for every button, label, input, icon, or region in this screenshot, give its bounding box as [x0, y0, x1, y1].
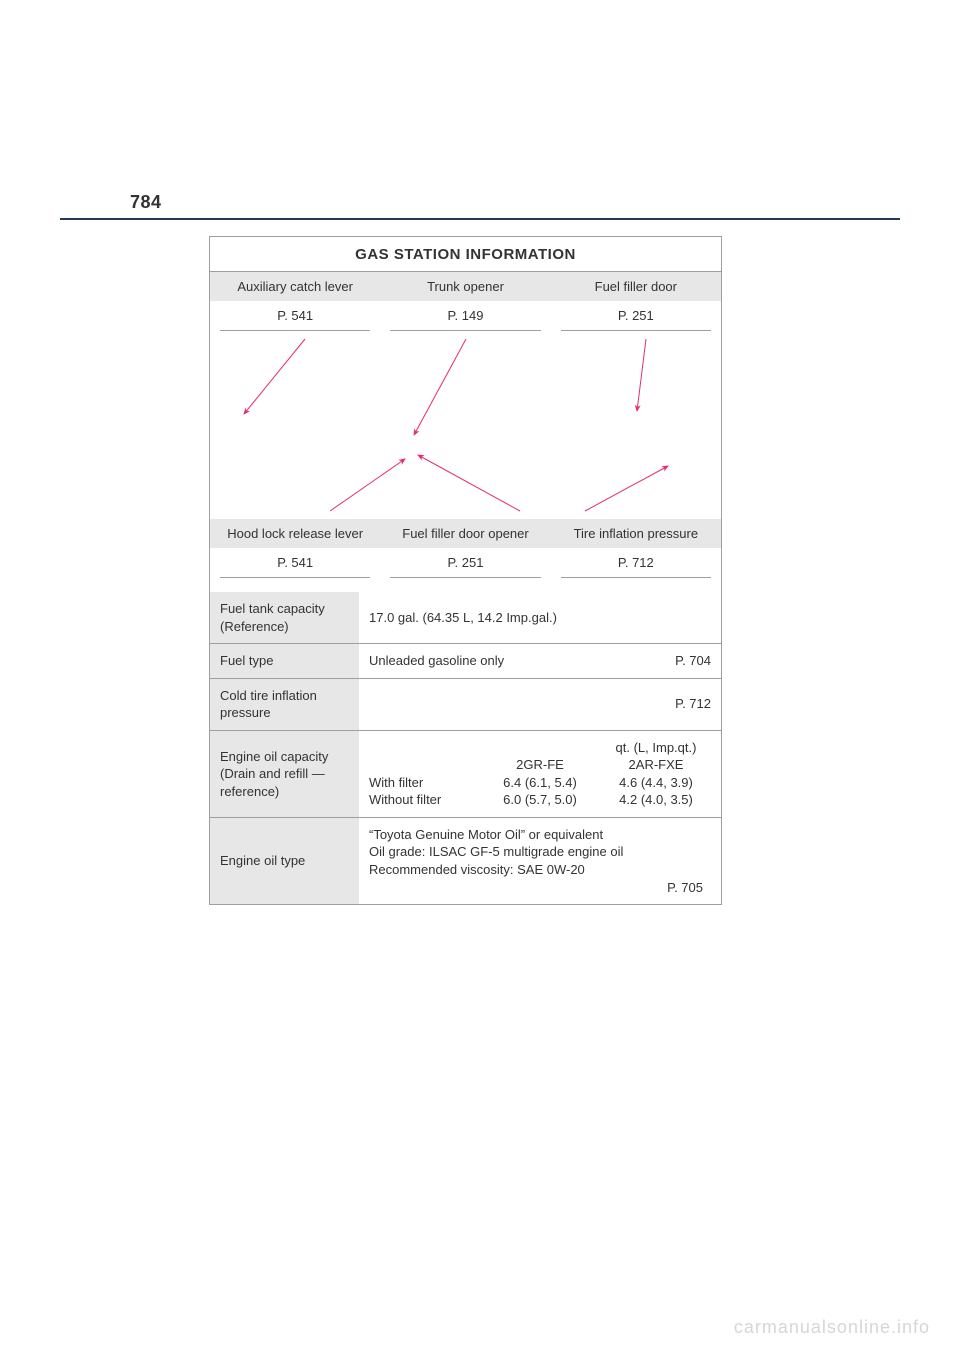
oil-type-line2: Oil grade: ILSAC GF-5 multigrade engine … — [369, 843, 711, 861]
spec-label-tire: Cold tire inflation pressure — [210, 678, 359, 730]
top-page-aux-catch: P. 541 — [220, 301, 370, 331]
bottom-page-fuel-opener: P. 251 — [390, 548, 540, 578]
bottom-label-row: Hood lock release lever P. 541 Fuel fill… — [210, 519, 721, 578]
spec-value-oil-capacity: qt. (L, Imp.qt.) 2GR-FE 2AR-FXE With fil… — [359, 730, 721, 817]
page-number: 784 — [130, 192, 162, 213]
gas-station-info-box: GAS STATION INFORMATION Auxiliary catch … — [209, 236, 722, 905]
callout-arrow — [585, 466, 668, 511]
top-label-trunk-opener: Trunk opener — [380, 272, 550, 301]
header-rule — [60, 218, 900, 220]
oil-unit-header: qt. (L, Imp.qt.) — [601, 739, 711, 757]
table-row: Cold tire inflation pressure P. 712 — [210, 678, 721, 730]
watermark: carmanualsonline.info — [734, 1317, 930, 1338]
arrow-group — [244, 339, 668, 511]
top-label-aux-catch: Auxiliary catch lever — [210, 272, 380, 301]
spec-value-oil-type: “Toyota Genuine Motor Oil” or equivalent… — [359, 817, 721, 904]
top-label-fuel-door: Fuel filler door — [551, 272, 721, 301]
oil-row-v1: 6.4 (6.1, 5.4) — [485, 774, 595, 792]
box-title: GAS STATION INFORMATION — [210, 237, 721, 272]
spec-label-oil-capacity: Engine oil capacity (Drain and refill — … — [210, 730, 359, 817]
table-row: Engine oil type “Toyota Genuine Motor Oi… — [210, 817, 721, 904]
callout-arrow — [330, 459, 405, 511]
spec-page-tire: P. 712 — [641, 678, 721, 730]
spec-table: Fuel tank capacity (Reference) 17.0 gal.… — [210, 592, 721, 904]
oil-row-v2: 4.6 (4.4, 3.9) — [601, 774, 711, 792]
bottom-page-tire-pressure: P. 712 — [561, 548, 711, 578]
spec-label-fuel-type: Fuel type — [210, 644, 359, 679]
spec-value-fuel-capacity: 17.0 gal. (64.35 L, 14.2 Imp.gal.) — [359, 592, 721, 644]
oil-row-label: Without filter — [369, 791, 479, 809]
bottom-label-fuel-opener: Fuel filler door opener — [380, 519, 550, 548]
vehicle-diagram — [210, 331, 721, 519]
oil-col2-header: 2AR-FXE — [601, 756, 711, 774]
spec-label-oil-type: Engine oil type — [210, 817, 359, 904]
top-page-fuel-door: P. 251 — [561, 301, 711, 331]
spec-value-fuel-type: Unleaded gasoline only — [359, 644, 641, 679]
spec-label-fuel-capacity: Fuel tank capacity (Reference) — [210, 592, 359, 644]
top-label-row: Auxiliary catch lever P. 541 Trunk opene… — [210, 272, 721, 331]
oil-row-v1: 6.0 (5.7, 5.0) — [485, 791, 595, 809]
bottom-page-hood-release: P. 541 — [220, 548, 370, 578]
table-row: Fuel type Unleaded gasoline only P. 704 — [210, 644, 721, 679]
oil-type-page: P. 705 — [369, 879, 711, 897]
spec-value-tire-empty — [359, 678, 641, 730]
callout-arrow — [418, 455, 520, 511]
oil-type-line3: Recommended viscosity: SAE 0W-20 — [369, 861, 711, 879]
oil-row-v2: 4.2 (4.0, 3.5) — [601, 791, 711, 809]
bottom-label-tire-pressure: Tire inflation pressure — [551, 519, 721, 548]
table-row: Engine oil capacity (Drain and refill — … — [210, 730, 721, 817]
callout-arrow — [414, 339, 466, 435]
callout-arrow — [244, 339, 305, 414]
callout-arrow — [637, 339, 646, 411]
oil-row-label: With filter — [369, 774, 479, 792]
spec-page-fuel-type: P. 704 — [641, 644, 721, 679]
top-page-trunk-opener: P. 149 — [390, 301, 540, 331]
table-row: Fuel tank capacity (Reference) 17.0 gal.… — [210, 592, 721, 644]
oil-type-line1: “Toyota Genuine Motor Oil” or equivalent — [369, 826, 711, 844]
bottom-label-hood-release: Hood lock release lever — [210, 519, 380, 548]
diagram-svg — [210, 331, 721, 519]
oil-col1-header: 2GR-FE — [485, 756, 595, 774]
